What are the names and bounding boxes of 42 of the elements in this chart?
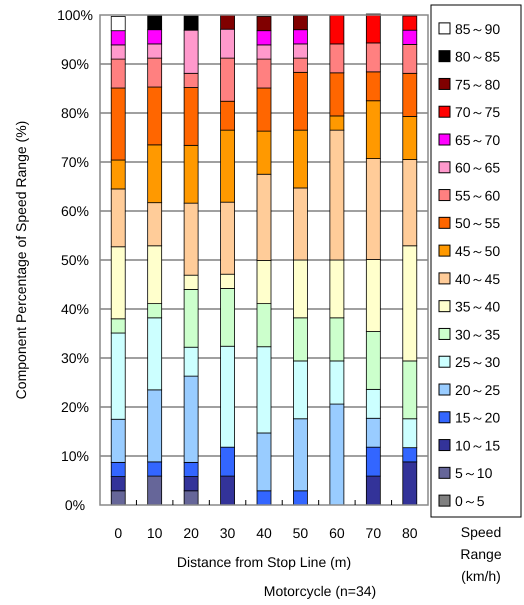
legend-label: 45～50 — [455, 243, 500, 260]
legend-label: 65～70 — [455, 132, 500, 148]
legend-label: 40～45 — [455, 270, 500, 287]
legend-label: 15～20 — [455, 410, 500, 426]
x-tick-label: 40 — [256, 525, 272, 541]
y-axis-title: Component Percentage of Speed Range (%) — [13, 120, 29, 400]
y-tick-label: 90% — [60, 56, 90, 72]
x-tick-label: 70 — [366, 525, 382, 541]
legend-label: 70～75 — [455, 104, 500, 120]
x-axis-title: Distance from Stop Line (m) — [176, 554, 352, 570]
x-tick-label: 60 — [329, 525, 345, 541]
x-tick-label: 50 — [292, 525, 308, 541]
y-tick-label: 50% — [60, 252, 90, 268]
y-tick-label: 30% — [60, 350, 90, 366]
y-tick-label: 20% — [60, 398, 90, 415]
x-tick-label: 20 — [183, 525, 200, 541]
legend-label: 60～65 — [455, 160, 500, 176]
y-tick-label: 60% — [60, 202, 90, 219]
x-tick-label: 30 — [220, 525, 236, 541]
legend-label: 25～30 — [455, 354, 500, 370]
y-tick-label: 80% — [60, 104, 90, 121]
x-tick-label: 80 — [402, 525, 418, 541]
legend-label: 20～25 — [455, 382, 500, 398]
legend-label: 55～60 — [455, 187, 500, 204]
legend-label: 5～10 — [455, 465, 493, 482]
legend-label: 30～35 — [455, 326, 500, 342]
legend-label: 75～80 — [455, 76, 500, 92]
x-tick-label: 10 — [146, 525, 163, 541]
legend-label: 10～15 — [455, 437, 500, 454]
text: Motorcycle (n=34) — [264, 583, 376, 599]
legend-label: 80～85 — [455, 48, 500, 65]
legend-label: 35～40 — [455, 298, 500, 315]
legend-label: 0～5 — [455, 493, 485, 510]
legend-label: 85～90 — [455, 20, 500, 37]
y-tick-label: 40% — [60, 300, 90, 317]
y-tick-label: 0% — [64, 496, 86, 513]
y-tick-label: 70% — [60, 154, 90, 170]
y-tick-label: 100% — [57, 6, 93, 23]
x-tick-label: 0 — [114, 525, 122, 541]
legend-title: Speed Range (km/h) — [460, 524, 502, 584]
legend-label: 50～55 — [455, 215, 500, 232]
y-tick-label: 10% — [60, 448, 90, 464]
